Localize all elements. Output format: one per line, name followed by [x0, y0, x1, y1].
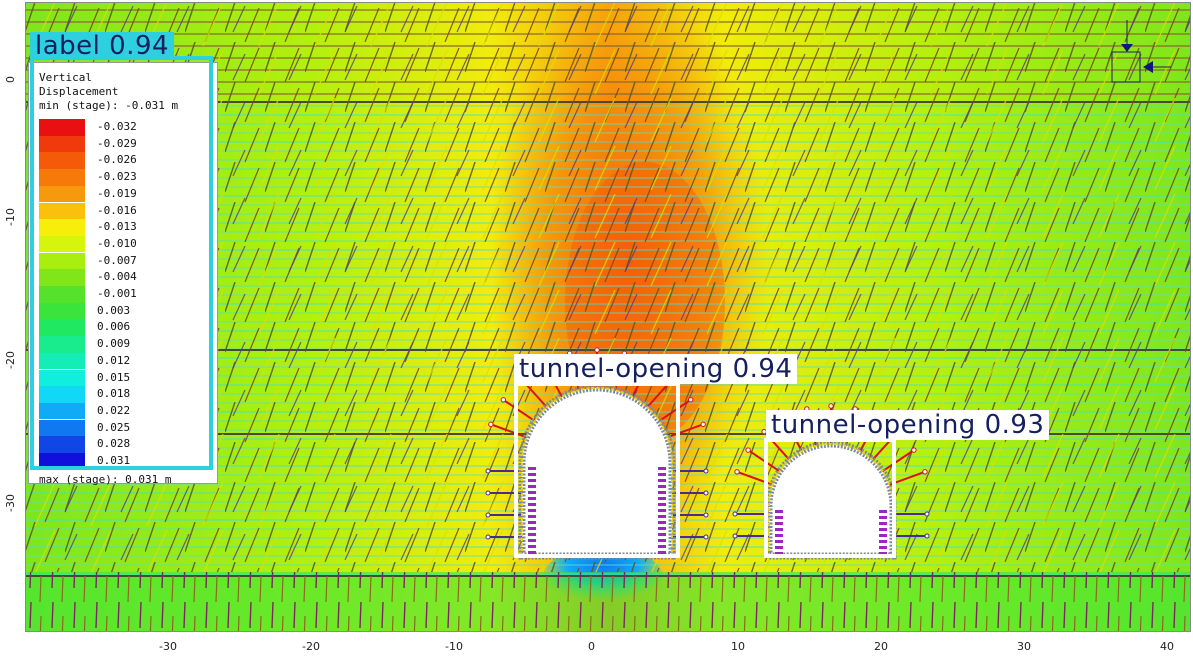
- legend-entry: 0.012: [39, 352, 209, 370]
- y-tick-label: -10: [4, 208, 17, 226]
- legend-value: -0.001: [97, 287, 137, 300]
- legend-value: -0.004: [97, 270, 137, 284]
- legend-entry: -0.016: [39, 202, 209, 219]
- legend-swatch: [39, 119, 85, 136]
- legend-value: -0.016: [97, 203, 137, 217]
- legend-swatch: [39, 202, 85, 219]
- legend-swatch: [39, 286, 85, 303]
- legend-entry: 0.028: [39, 436, 209, 453]
- legend-entry: 0.031: [39, 453, 209, 470]
- displacement-contour-plot[interactable]: [25, 2, 1191, 632]
- legend-entry: -0.007: [39, 252, 209, 270]
- legend-swatch: [39, 152, 85, 169]
- legend-swatch: [39, 169, 85, 186]
- legend-value: 0.025: [97, 420, 131, 434]
- x-tick-label: 10: [731, 640, 745, 653]
- legend-entry: 0.006: [39, 319, 209, 336]
- legend-value: -0.013: [97, 220, 137, 234]
- x-tick-label: 40: [1160, 640, 1174, 653]
- legend-swatch: [39, 419, 85, 437]
- x-tick-label: -20: [302, 640, 320, 653]
- x-tick-label: 30: [1017, 640, 1031, 653]
- legend-value: -0.007: [97, 253, 137, 267]
- legend-swatch: [39, 453, 85, 470]
- legend-value: -0.010: [97, 236, 137, 250]
- legend-swatch: [39, 235, 85, 253]
- legend-value: -0.019: [97, 186, 137, 200]
- legend-min: min (stage): -0.031 m: [39, 99, 179, 112]
- legend-swatch: [39, 402, 85, 420]
- legend-value: -0.023: [97, 170, 137, 184]
- detection-tag-label: label 0.94: [30, 32, 175, 60]
- legend-entry: -0.023: [39, 169, 209, 186]
- legend-title: Vertical: [39, 71, 92, 84]
- y-tick-label: 0: [4, 76, 17, 83]
- legend-swatch: [39, 135, 85, 153]
- legend-entry: -0.029: [39, 135, 209, 153]
- legend-swatch: [39, 185, 85, 203]
- y-tick-label: -30: [4, 494, 17, 512]
- detection-tag-tunnel-1: tunnel-opening 0.94: [514, 354, 798, 384]
- y-tick-label: -20: [4, 351, 17, 369]
- legend-value: -0.026: [97, 153, 137, 167]
- legend-value: 0.003: [97, 303, 131, 317]
- legend-max: max (stage): 0.031 m: [39, 473, 172, 485]
- legend-entry: 0.003: [39, 302, 209, 320]
- legend-entry: 0.015: [39, 369, 209, 386]
- tunnel-excavations: [485, 347, 930, 560]
- legend-value: 0.028: [97, 437, 131, 451]
- legend-swatch: [39, 302, 85, 320]
- legend-swatch: [39, 336, 85, 353]
- legend-entry: 0.022: [39, 402, 209, 420]
- legend-value: 0.009: [97, 337, 131, 351]
- legend-swatch: [39, 352, 85, 370]
- legend-value: 0.015: [97, 370, 131, 384]
- legend-swatch: [39, 269, 85, 286]
- legend-entry: -0.013: [39, 219, 209, 236]
- legend-entry: -0.001: [39, 286, 209, 303]
- legend-swatch: [39, 386, 85, 403]
- legend-entry: 0.018: [39, 386, 209, 403]
- legend-value: 0.031: [97, 454, 131, 467]
- legend-entry: -0.032: [39, 119, 209, 136]
- legend-entry: 0.025: [39, 419, 209, 437]
- tunnel-left: [485, 347, 709, 560]
- legend-entry: -0.019: [39, 185, 209, 203]
- legend-swatch: [39, 319, 85, 336]
- x-tick-label: -10: [445, 640, 463, 653]
- view-orientation-icon: [1111, 20, 1171, 83]
- legend-value: -0.029: [97, 136, 137, 150]
- legend-entry: -0.010: [39, 235, 209, 253]
- x-tick-label: -30: [159, 640, 177, 653]
- x-tick-label: 0: [588, 640, 595, 653]
- legend-swatch: [39, 436, 85, 453]
- legend-swatch: [39, 369, 85, 386]
- legend-swatch: [39, 252, 85, 270]
- detection-tag-tunnel-2: tunnel-opening 0.93: [766, 410, 1050, 440]
- displacement-legend: Vertical Displacement min (stage): -0.03…: [28, 62, 218, 485]
- legend-entry: 0.009: [39, 336, 209, 353]
- x-tick-label: 20: [874, 640, 888, 653]
- legend-title: Displacement: [39, 85, 119, 98]
- legend-entry: -0.026: [39, 152, 209, 169]
- legend-value: 0.018: [97, 387, 131, 401]
- legend-value: -0.032: [97, 120, 137, 133]
- legend-swatch: [39, 219, 85, 236]
- legend-entry: -0.004: [39, 269, 209, 286]
- legend-value: 0.012: [97, 353, 131, 367]
- legend-value: 0.022: [97, 403, 131, 417]
- legend-value: 0.006: [97, 320, 131, 334]
